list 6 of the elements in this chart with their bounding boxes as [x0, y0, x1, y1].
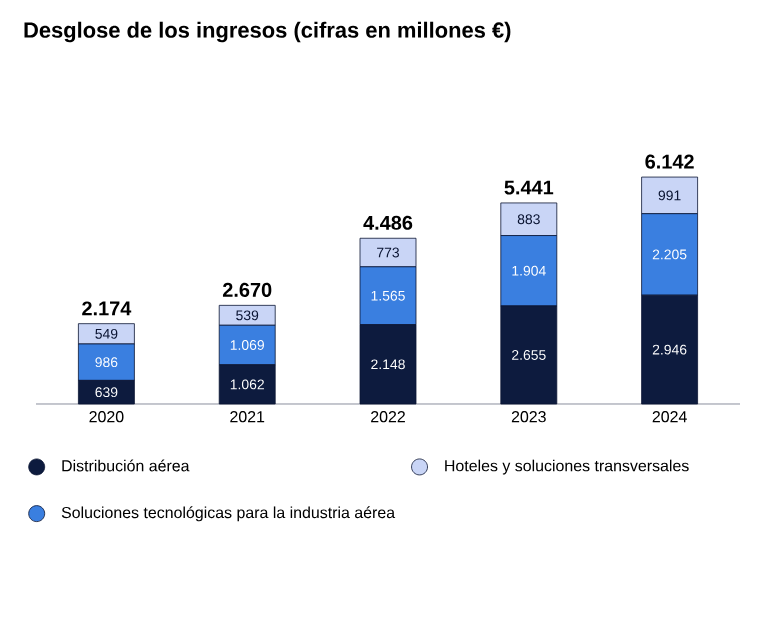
total-label: 6.142	[645, 154, 694, 169]
total-label: 4.486	[363, 215, 413, 230]
chart-title: Desglose de los ingresos (cifras en millones €)	[24, 21, 511, 43]
total-label: 2.174	[82, 301, 132, 316]
total-label: 5.441	[504, 180, 554, 195]
total-label: 2.670	[222, 282, 272, 297]
